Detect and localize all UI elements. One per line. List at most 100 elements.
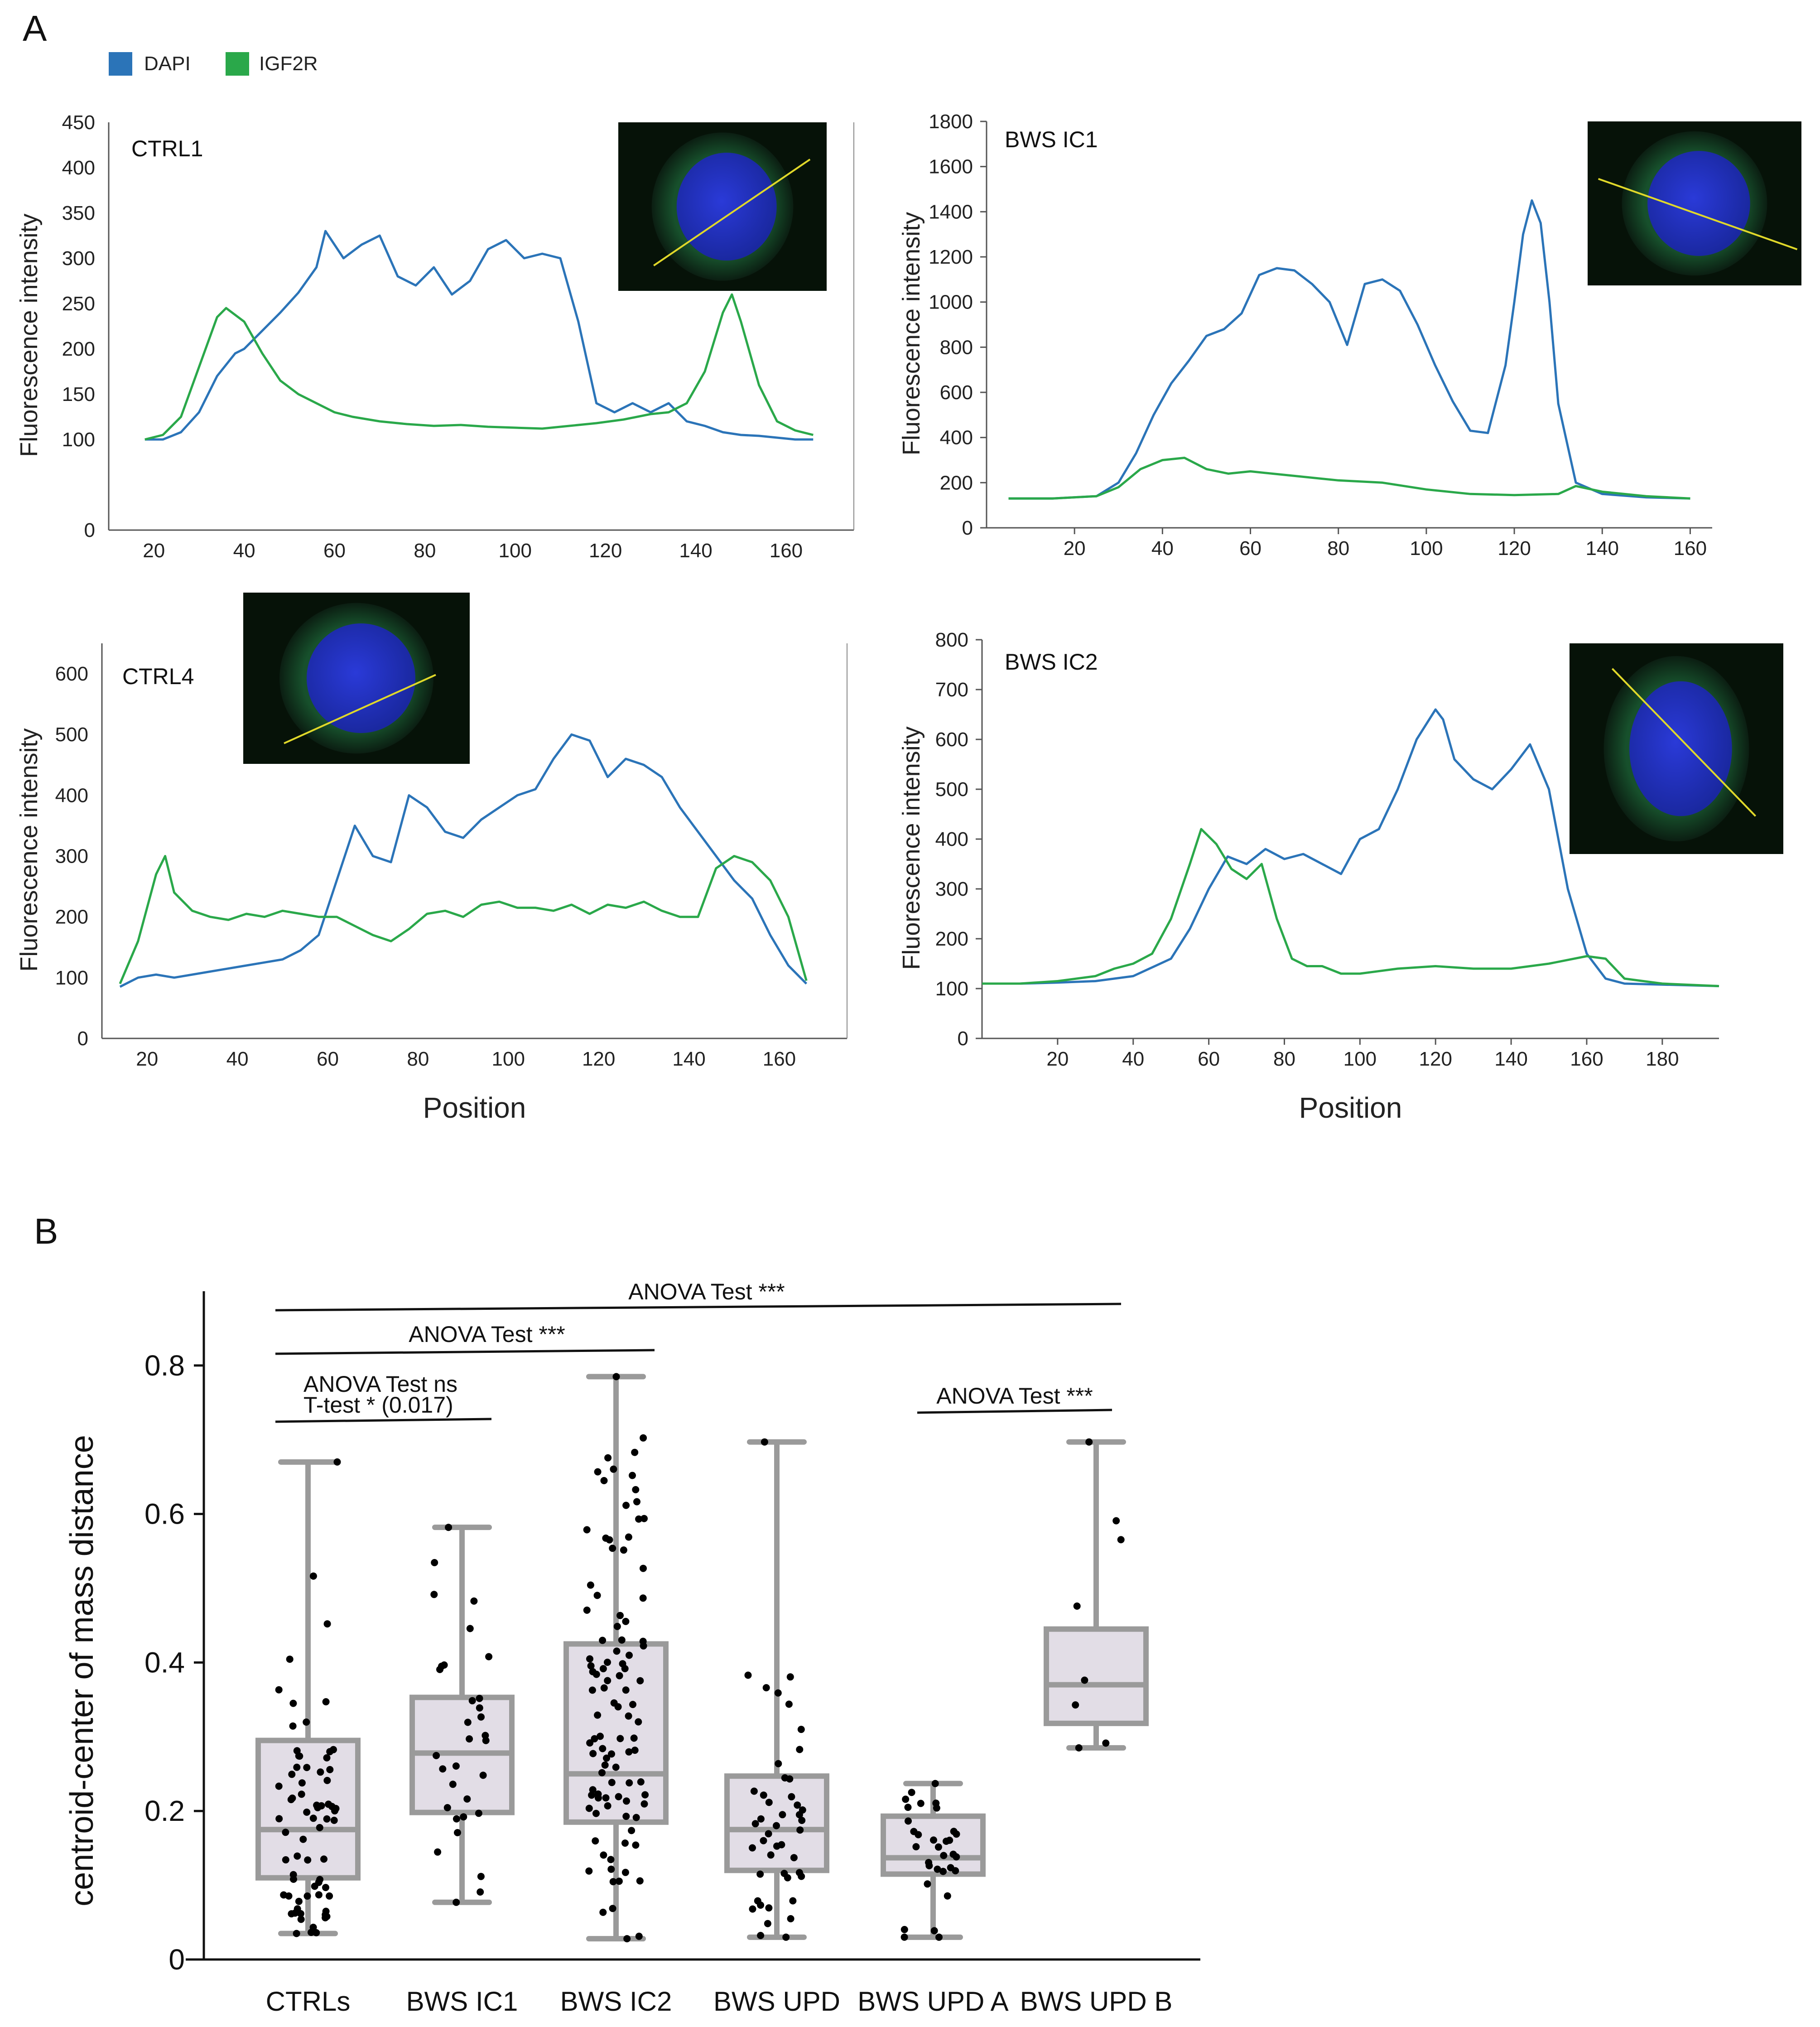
y-axis-title: Fluorescence intensity: [898, 726, 925, 970]
data-point: [594, 1711, 602, 1719]
data-point: [298, 1779, 306, 1787]
data-point: [631, 1747, 639, 1754]
data-point: [606, 1536, 613, 1544]
data-point: [599, 1665, 607, 1673]
data-point: [639, 1637, 647, 1645]
data-point: [330, 1816, 338, 1824]
data-point: [315, 1891, 323, 1899]
x-tick-label: 100: [1343, 1048, 1377, 1070]
sig-label: ANOVA Test ***: [936, 1383, 1093, 1409]
data-point: [785, 1700, 793, 1708]
data-point: [613, 1647, 621, 1655]
data-point: [765, 1830, 772, 1838]
data-point: [430, 1591, 438, 1598]
data-point: [608, 1779, 616, 1786]
data-point: [295, 1897, 303, 1905]
data-point: [594, 1790, 602, 1798]
data-point: [602, 1794, 610, 1802]
data-point: [636, 1877, 644, 1885]
x-tick-label: 80: [1273, 1048, 1295, 1070]
x-tick-label: 40: [1122, 1048, 1144, 1070]
x-tick-label: 120: [582, 1048, 615, 1070]
box-bws-upd-a: [881, 1780, 986, 1941]
y-tick-label: 200: [55, 906, 88, 928]
data-point: [754, 1897, 761, 1905]
data-point: [475, 1810, 482, 1817]
data-point: [775, 1760, 782, 1767]
y-tick-label: 1800: [929, 111, 973, 133]
data-point: [466, 1625, 474, 1632]
x-tick-label: 80: [407, 1048, 429, 1070]
y-tick-label: 1200: [929, 246, 973, 268]
data-point: [589, 1750, 597, 1757]
data-point: [609, 1905, 616, 1912]
data-point: [633, 1498, 640, 1506]
x-tick-label: 100: [499, 540, 532, 562]
data-point: [333, 1458, 341, 1466]
data-point: [466, 1735, 473, 1743]
data-point: [607, 1865, 615, 1873]
panel-letter-b: B: [34, 1211, 58, 1251]
data-point: [288, 1910, 295, 1918]
data-point: [604, 1677, 611, 1684]
data-point: [764, 1920, 771, 1927]
data-point: [1112, 1517, 1120, 1525]
x-tick-label: 160: [1674, 537, 1707, 560]
inset-profile-line: [1611, 668, 1757, 817]
data-point: [607, 1856, 615, 1863]
data-point: [912, 1843, 920, 1851]
data-point: [1081, 1676, 1088, 1684]
legend-label-igf2r: IGF2R: [259, 53, 318, 75]
box-bws-ic2: [563, 1373, 669, 1943]
data-point: [317, 1768, 324, 1776]
data-point: [476, 1704, 483, 1712]
y-tick-label: 200: [935, 928, 968, 950]
data-point: [798, 1817, 806, 1824]
data-point: [604, 1454, 612, 1462]
data-point: [587, 1662, 595, 1670]
data-point: [482, 1737, 490, 1744]
data-point: [439, 1765, 447, 1773]
panel-letter-a: A: [23, 8, 47, 48]
data-point: [908, 1789, 915, 1796]
data-point: [622, 1501, 630, 1509]
y-tick-label: 250: [62, 293, 95, 315]
x-tick-label: 40: [233, 540, 255, 562]
data-point: [323, 1776, 331, 1784]
data-point: [796, 1746, 804, 1753]
data-point: [477, 1888, 484, 1896]
y-tick-label: 1000: [929, 291, 973, 314]
data-point: [615, 1793, 622, 1800]
chart-bwsic2: 0 100 200 300 400 500 600 700 800 20 40 60 80 100 120 1…: [898, 629, 1783, 1124]
data-point: [599, 1745, 607, 1752]
data-point: [287, 1796, 295, 1803]
data-point: [477, 1873, 485, 1880]
x-tick-label: 60: [317, 1048, 339, 1070]
y-tick-label: 200: [940, 472, 973, 494]
y-tick-label: 1400: [929, 201, 973, 223]
y-tick-label: 300: [62, 247, 95, 270]
data-point: [309, 1815, 317, 1822]
box-bws-ic1: [409, 1524, 515, 1906]
data-point: [293, 1930, 300, 1937]
data-point: [925, 1862, 933, 1869]
iqr-box: [563, 1641, 669, 1825]
legend: DAPI IGF2R: [109, 52, 318, 76]
data-point: [309, 1572, 317, 1580]
data-point: [625, 1712, 632, 1720]
data-point: [931, 1780, 939, 1787]
x-tick-label: 160: [763, 1048, 796, 1070]
data-point: [795, 1869, 803, 1877]
data-point: [299, 1835, 307, 1843]
data-point: [905, 1817, 912, 1825]
data-point: [767, 1851, 775, 1859]
data-point: [630, 1734, 638, 1742]
data-point: [900, 1926, 908, 1933]
data-point: [613, 1622, 621, 1630]
sig-label: ANOVA Test ***: [628, 1279, 785, 1304]
y-tick-label: 400: [940, 427, 973, 449]
y-tick-label: 400: [62, 157, 95, 179]
data-point: [910, 1828, 918, 1835]
